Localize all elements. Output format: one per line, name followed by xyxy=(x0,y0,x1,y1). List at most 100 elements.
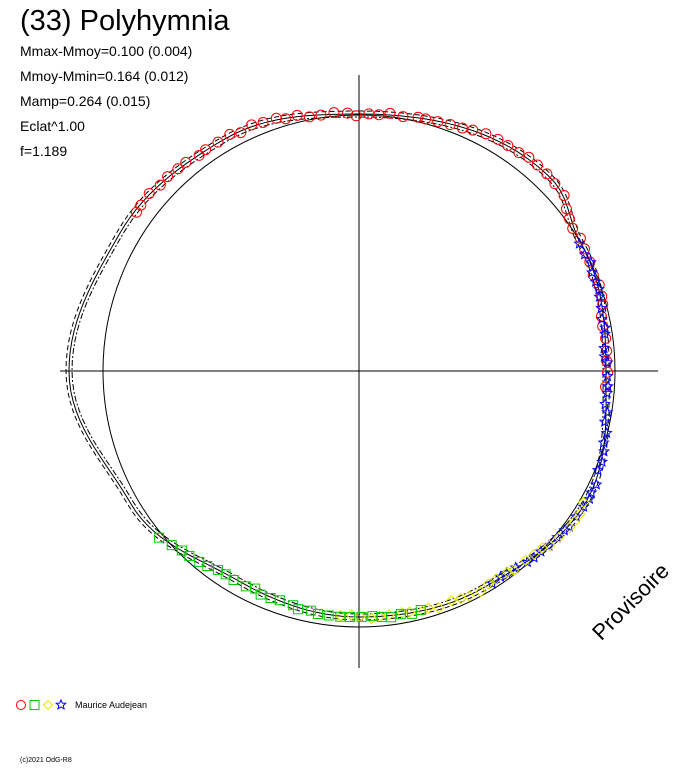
series-4-point xyxy=(265,592,276,603)
series-3-point xyxy=(528,548,540,561)
series-2-point xyxy=(599,397,612,410)
series-1-point xyxy=(444,119,456,131)
series-4-point xyxy=(335,611,346,622)
series-1-point xyxy=(257,117,269,129)
series-4-point xyxy=(154,532,165,543)
series-2-point xyxy=(601,380,615,392)
series-3-point xyxy=(563,521,576,534)
series-4-point xyxy=(255,589,266,600)
series-3-point xyxy=(490,573,502,585)
series-1-point xyxy=(502,139,514,151)
series-1-point xyxy=(200,144,212,156)
legend-star-icon xyxy=(54,698,67,710)
series-4-point xyxy=(356,611,367,622)
series-1-point xyxy=(303,111,315,123)
fit-curve-upper xyxy=(65,110,610,621)
series-4-point xyxy=(406,608,417,619)
series-2-point xyxy=(573,237,586,249)
series-1-point xyxy=(162,171,174,183)
series-1-point xyxy=(513,147,525,159)
series-4-point xyxy=(194,556,205,567)
series-2-point xyxy=(601,386,614,399)
legend-diamond-icon xyxy=(42,699,54,711)
legend-circle-icon xyxy=(16,700,26,710)
series-1-point xyxy=(597,298,609,310)
series-1-point xyxy=(492,133,504,145)
series-1-point xyxy=(350,110,362,122)
series-2-point xyxy=(577,500,590,512)
series-2-point xyxy=(558,524,571,536)
legend-observer-label: Maurice Audejean xyxy=(75,700,148,710)
series-4-point xyxy=(323,610,334,621)
legend: Maurice Audejean xyxy=(15,697,147,713)
series-2-point xyxy=(598,342,611,354)
series-2-point xyxy=(585,266,598,278)
series-3-point xyxy=(519,554,532,566)
series-2-point xyxy=(595,312,608,325)
series-4-point xyxy=(345,612,356,623)
series-3-point xyxy=(445,594,458,607)
chart-title: (33) Polyhymnia xyxy=(20,5,230,37)
series-1-point xyxy=(467,124,479,136)
series-2-point xyxy=(598,327,611,340)
series-3-point xyxy=(536,542,549,554)
series-3-point xyxy=(543,539,556,552)
series-1-point xyxy=(373,109,385,121)
series-1-point xyxy=(270,112,282,124)
series-1-point xyxy=(549,178,561,190)
series-1-point xyxy=(397,111,409,123)
series-2-point xyxy=(578,248,591,260)
series-2-point xyxy=(595,301,608,314)
series-2-point xyxy=(600,426,613,439)
series-1-point xyxy=(143,187,155,199)
series-3-point xyxy=(577,496,590,509)
series-2-point xyxy=(521,555,534,568)
series-3-point xyxy=(416,605,429,617)
series-1-point xyxy=(558,190,570,202)
series-2-point xyxy=(593,290,606,302)
fit-curve-lower xyxy=(71,116,604,615)
series-1-point xyxy=(291,109,303,121)
series-1-point xyxy=(235,127,247,139)
series-1-point xyxy=(193,149,205,161)
series-4-point xyxy=(166,540,177,551)
series-3-point xyxy=(501,566,514,578)
series-2-point xyxy=(534,545,547,557)
series-1-point xyxy=(600,332,612,344)
series-1-point xyxy=(541,168,553,180)
series-4-point xyxy=(288,600,299,611)
series-2-point xyxy=(585,486,598,498)
series-2-point xyxy=(583,492,596,505)
series-2-point xyxy=(601,406,614,418)
series-1-point xyxy=(523,151,535,163)
series-1-point xyxy=(531,159,543,171)
series-3-point xyxy=(574,508,586,520)
stat-frequency: f=1.189 xyxy=(20,143,68,159)
series-4-point xyxy=(312,609,323,620)
series-1-point xyxy=(280,113,292,125)
series-1-point xyxy=(574,232,586,244)
series-2-point xyxy=(551,531,564,543)
stat-mamp: Mamp=0.264 (0.015) xyxy=(20,93,151,109)
series-2-point xyxy=(589,275,602,288)
series-1-point xyxy=(432,116,444,128)
series-1-point xyxy=(315,109,327,121)
series-1-point xyxy=(172,163,184,175)
series-1-point xyxy=(412,111,424,123)
series-2-point xyxy=(601,370,614,382)
series-4-point xyxy=(184,550,195,561)
series-2-point xyxy=(590,478,603,490)
series-4-point xyxy=(376,611,387,622)
series-1-point xyxy=(384,107,396,119)
series-1-point xyxy=(602,366,614,378)
series-2-point xyxy=(591,463,604,476)
series-1-point xyxy=(328,107,340,119)
reference-circle xyxy=(102,114,616,628)
series-2-point xyxy=(596,455,609,468)
series-4-point xyxy=(367,611,378,622)
series-1-point xyxy=(154,179,166,191)
series-1-point xyxy=(224,128,236,140)
copyright-note: (c)2021 OdG-R8 xyxy=(20,757,72,764)
series-1-point xyxy=(212,136,224,148)
legend-square-icon xyxy=(29,700,40,710)
